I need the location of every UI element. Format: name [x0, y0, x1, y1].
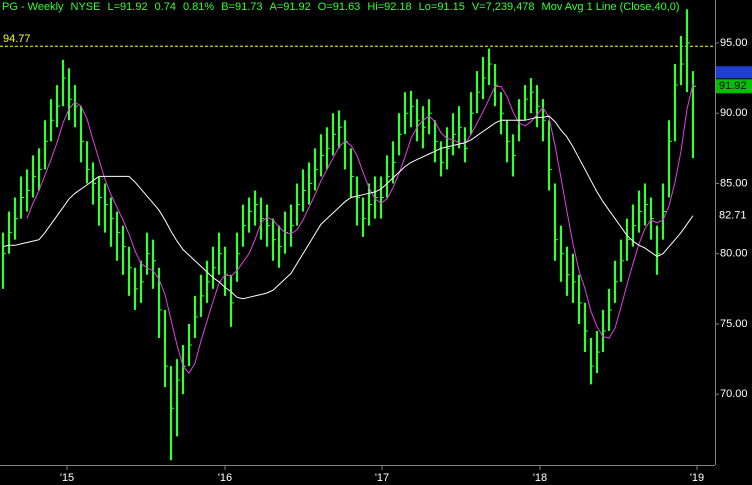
- y-tick-label: 80.00: [720, 248, 748, 260]
- y-tick-label: 85.00: [720, 177, 748, 189]
- header-item: A=91.92: [269, 1, 311, 13]
- header-item: V=7,239,478: [471, 1, 535, 13]
- last-value-label: 82.71: [719, 210, 747, 222]
- y-tick-label: 70.00: [720, 388, 748, 400]
- last-value-box: [716, 208, 752, 223]
- y-tick-label: 75.00: [720, 318, 748, 330]
- x-tick-label: '15: [60, 472, 74, 484]
- header-item: PG - Weekly: [2, 1, 64, 13]
- header-item: 0.81%: [183, 1, 215, 13]
- ask-box: [716, 66, 752, 79]
- header-item: 0.74: [154, 1, 176, 13]
- moving-average-line: [26, 83, 694, 374]
- x-tick-label: '19: [690, 472, 704, 484]
- header-item: Hi=92.18: [367, 1, 412, 13]
- header-item: L=91.92: [107, 1, 148, 13]
- x-tick-label: '16: [218, 472, 232, 484]
- y-tick-label: 90.00: [720, 107, 748, 119]
- quote-header: PG - Weekly NYSE L=91.92 0.74 0.81% B=91.73 A=…: [2, 1, 680, 13]
- moving-average-line: [2, 115, 694, 300]
- x-tick-label: '17: [375, 472, 389, 484]
- header-item: Mov Avg 1 Line (Close,40,0): [541, 1, 680, 13]
- header-item: O=91.63: [317, 1, 361, 13]
- x-tick-label: '18: [533, 472, 547, 484]
- header-item: B=91.73: [221, 1, 263, 13]
- last-value-label: 91.92: [719, 80, 747, 92]
- header-item: Lo=91.15: [418, 1, 465, 13]
- price-line-label: 94.77: [3, 33, 31, 45]
- header-item: NYSE: [70, 1, 101, 13]
- y-tick-label: 95.00: [720, 37, 748, 49]
- last-value-box: [716, 79, 752, 94]
